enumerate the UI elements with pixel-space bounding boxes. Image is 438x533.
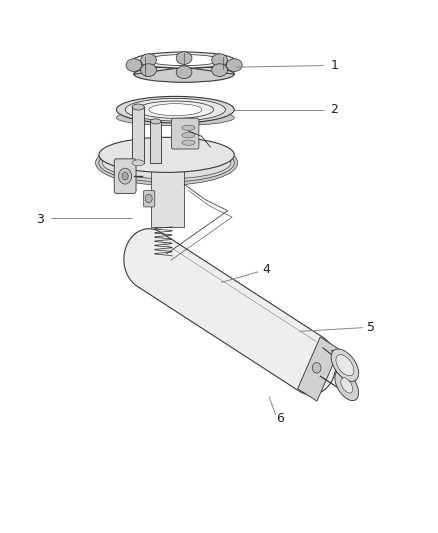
- Bar: [150, 122, 161, 163]
- FancyBboxPatch shape: [171, 118, 199, 149]
- Ellipse shape: [182, 133, 195, 138]
- Ellipse shape: [141, 64, 156, 77]
- Ellipse shape: [148, 54, 220, 66]
- Ellipse shape: [336, 354, 354, 376]
- Ellipse shape: [150, 119, 161, 124]
- Bar: [151, 163, 184, 227]
- FancyBboxPatch shape: [144, 190, 155, 207]
- Ellipse shape: [212, 64, 227, 77]
- Text: 5: 5: [367, 321, 375, 334]
- Circle shape: [119, 168, 132, 184]
- Ellipse shape: [176, 52, 192, 64]
- Text: 4: 4: [263, 263, 271, 276]
- Text: 3: 3: [35, 213, 43, 226]
- Ellipse shape: [117, 96, 234, 123]
- Ellipse shape: [176, 66, 192, 78]
- Ellipse shape: [126, 59, 142, 71]
- Text: 1: 1: [330, 59, 338, 72]
- Ellipse shape: [335, 370, 359, 401]
- Circle shape: [122, 172, 128, 180]
- Circle shape: [145, 194, 152, 203]
- Ellipse shape: [99, 138, 234, 172]
- Polygon shape: [124, 229, 336, 394]
- Ellipse shape: [226, 59, 242, 71]
- Polygon shape: [134, 60, 234, 74]
- Ellipse shape: [99, 144, 234, 182]
- Ellipse shape: [134, 52, 234, 68]
- Ellipse shape: [125, 99, 226, 121]
- Ellipse shape: [117, 110, 234, 126]
- Ellipse shape: [182, 125, 195, 131]
- Polygon shape: [298, 337, 339, 401]
- Ellipse shape: [102, 147, 231, 179]
- Ellipse shape: [141, 54, 156, 67]
- Ellipse shape: [137, 101, 214, 118]
- Ellipse shape: [212, 54, 227, 67]
- Circle shape: [312, 362, 321, 373]
- Bar: [132, 107, 145, 163]
- Text: 6: 6: [276, 411, 284, 424]
- Ellipse shape: [341, 378, 353, 393]
- Ellipse shape: [134, 66, 234, 82]
- FancyBboxPatch shape: [114, 159, 136, 193]
- Text: 2: 2: [330, 103, 338, 116]
- Ellipse shape: [182, 140, 195, 146]
- Ellipse shape: [149, 104, 202, 116]
- Ellipse shape: [132, 160, 145, 166]
- Ellipse shape: [132, 104, 145, 110]
- Ellipse shape: [331, 349, 359, 382]
- Ellipse shape: [95, 141, 238, 185]
